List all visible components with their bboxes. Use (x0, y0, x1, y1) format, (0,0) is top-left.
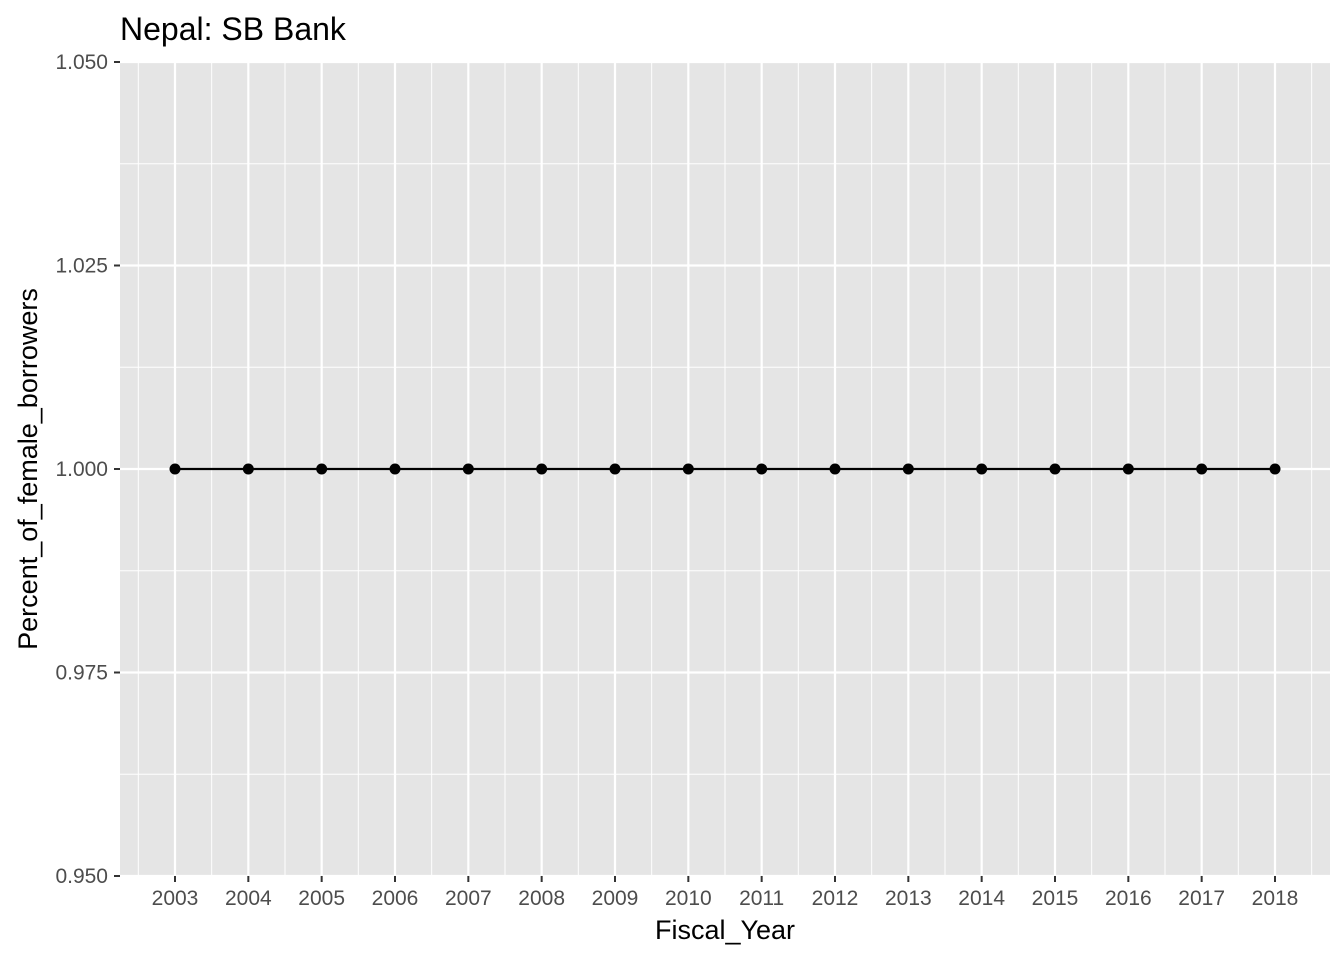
data-point (976, 463, 988, 475)
data-point (756, 463, 768, 475)
x-tick-label: 2008 (518, 887, 565, 910)
y-tick-label: 1.050 (55, 51, 108, 74)
x-tick-label: 2010 (665, 887, 712, 910)
data-point (242, 463, 254, 475)
series-layer (169, 463, 1281, 475)
data-point (462, 463, 474, 475)
y-axis: 0.950 0.975 1.000 1.025 1.050 (55, 51, 120, 888)
x-tick-label: 2012 (812, 887, 859, 910)
x-tick-label: 2014 (958, 887, 1005, 910)
y-axis-title: Percent_of_female_borrowers (13, 288, 43, 650)
x-tick-label: 2015 (1032, 887, 1079, 910)
x-tick-label: 2011 (739, 887, 784, 910)
data-point (1049, 463, 1061, 475)
x-tick-label: 2017 (1178, 887, 1225, 910)
x-tick-label: 2003 (152, 887, 199, 910)
data-point (389, 463, 401, 475)
chart-title: Nepal: SB Bank (120, 11, 347, 47)
data-point (1269, 463, 1281, 475)
data-point (1122, 463, 1134, 475)
x-tick-label: 2006 (372, 887, 419, 910)
y-tick-label: 0.950 (55, 865, 108, 888)
x-tick-label: 2016 (1105, 887, 1152, 910)
data-point (316, 463, 328, 475)
data-point (169, 463, 181, 475)
data-point (609, 463, 621, 475)
y-tick-label: 1.000 (55, 458, 108, 481)
x-tick-label: 2018 (1252, 887, 1299, 910)
y-tick-label: 0.975 (55, 662, 108, 685)
data-point (682, 463, 694, 475)
x-tick-label: 2007 (445, 887, 492, 910)
data-point (902, 463, 914, 475)
x-tick-label: 2005 (298, 887, 345, 910)
x-tick-label: 2004 (225, 887, 272, 910)
x-tick-label: 2009 (592, 887, 639, 910)
y-tick-label: 1.025 (55, 255, 108, 278)
x-axis-title: Fiscal_Year (655, 915, 795, 945)
x-axis: 2003 2004 2005 2006 2007 2008 2009 2010 2011 2012… (152, 876, 1299, 910)
x-tick-label: 2013 (885, 887, 932, 910)
data-point (536, 463, 548, 475)
data-point (829, 463, 841, 475)
data-point (1196, 463, 1208, 475)
